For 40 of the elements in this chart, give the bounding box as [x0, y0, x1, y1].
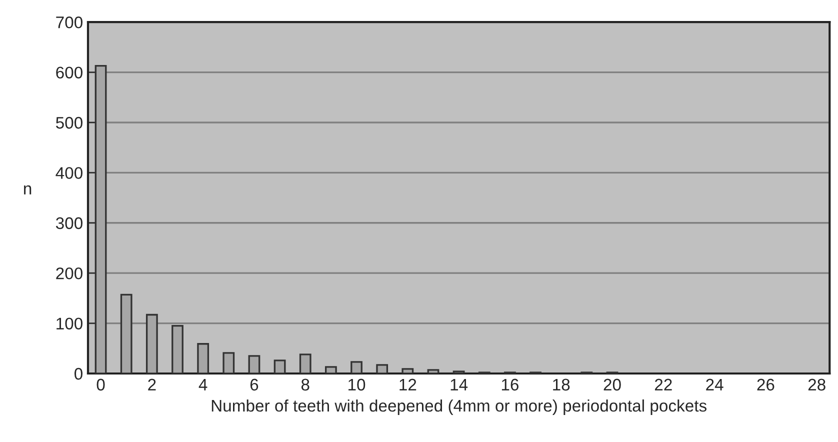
bar	[452, 370, 465, 374]
y-tick-label: 100	[56, 318, 82, 330]
x-tick-label: 14	[450, 378, 468, 390]
x-tick-label: 20	[604, 378, 621, 391]
bar	[248, 355, 260, 374]
y-tick-label: 600	[56, 66, 82, 78]
x-tick-label: 24	[706, 378, 724, 390]
y-axis-title: n	[24, 185, 32, 194]
x-tick-label: 4	[198, 378, 208, 390]
bar	[120, 294, 132, 374]
x-tick-label: 16	[502, 378, 518, 391]
bar	[299, 354, 312, 374]
x-tick-label: 26	[757, 378, 774, 391]
bar	[172, 324, 184, 374]
bar	[94, 64, 107, 374]
y-tick-label: 700	[56, 16, 82, 28]
x-tick-label: 2	[148, 378, 156, 390]
y-tick-label: 200	[56, 267, 82, 280]
x-tick-label: 28	[808, 378, 826, 391]
x-tick-label: 22	[654, 378, 672, 390]
y-tick-label: 0	[74, 368, 82, 380]
y-tick-label: 400	[56, 167, 82, 179]
bar	[402, 368, 414, 374]
x-tick-label: 8	[301, 378, 310, 391]
bar	[222, 352, 235, 374]
bar	[350, 361, 362, 374]
x-tick-label: 6	[250, 378, 258, 391]
x-tick-label: 0	[96, 378, 105, 391]
y-tick-label: 300	[56, 217, 82, 230]
x-tick-label: 12	[400, 378, 416, 390]
y-tick-label: 500	[56, 116, 82, 129]
bar	[197, 343, 210, 374]
bar	[324, 366, 337, 374]
x-tick-label: 10	[348, 378, 366, 391]
bar	[274, 360, 286, 374]
bar	[376, 364, 388, 374]
bar	[146, 314, 158, 374]
bar	[427, 369, 440, 374]
x-axis-title: Number of teeth with deepened (4mm or more) periodontal pockets	[212, 399, 706, 415]
x-tick-label: 18	[553, 378, 570, 391]
